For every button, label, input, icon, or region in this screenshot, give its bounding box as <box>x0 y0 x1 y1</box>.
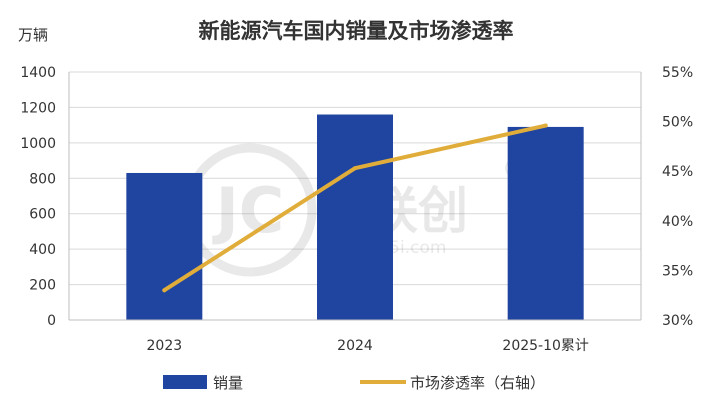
chart-title: 新能源汽车国内销量及市场渗透率 <box>199 18 514 43</box>
bar <box>317 114 393 320</box>
right-axis-tick-label: 55% <box>662 65 693 81</box>
bar <box>507 126 584 321</box>
right-axis-tick-label: 45% <box>662 164 693 180</box>
left-axis-tick-label: 400 <box>29 242 56 258</box>
line-point <box>353 166 357 171</box>
x-axis-tick-label: 2025-10累计 <box>502 338 589 354</box>
line-point <box>543 123 548 128</box>
legend: 销量 市场渗透率（右轴） <box>163 374 545 392</box>
left-axis-tick-label: 800 <box>29 171 56 187</box>
axes: 0 200 400 600 800 1000 1200 1400 30% 35% 40% 45% 50%… <box>20 65 693 354</box>
left-axis-tick-label: 1000 <box>20 136 56 152</box>
right-axis-tick-label: 50% <box>662 115 693 131</box>
line-series <box>162 123 548 293</box>
x-axis-tick-label: 2024 <box>337 338 373 354</box>
left-axis-tick-label: 200 <box>29 278 56 294</box>
bar <box>126 172 203 320</box>
left-axis-tick-label: 600 <box>29 207 56 223</box>
right-axis-tick-label: 35% <box>662 263 693 279</box>
line-point <box>162 288 167 293</box>
left-axis-tick-label: 0 <box>47 313 56 329</box>
x-axis-tick-label: 2023 <box>147 338 183 354</box>
legend-label-bar: 销量 <box>213 374 243 392</box>
bar-series <box>126 114 584 321</box>
legend-label-line: 市场渗透率（右轴） <box>410 374 545 392</box>
left-axis-unit: 万辆 <box>18 26 48 44</box>
right-axis-tick-label: 40% <box>662 214 693 230</box>
legend-swatch-bar <box>163 375 207 389</box>
right-axis-tick-label: 30% <box>662 313 693 329</box>
left-axis-tick-label: 1200 <box>20 100 56 116</box>
left-axis-tick-label: 1400 <box>20 65 56 81</box>
